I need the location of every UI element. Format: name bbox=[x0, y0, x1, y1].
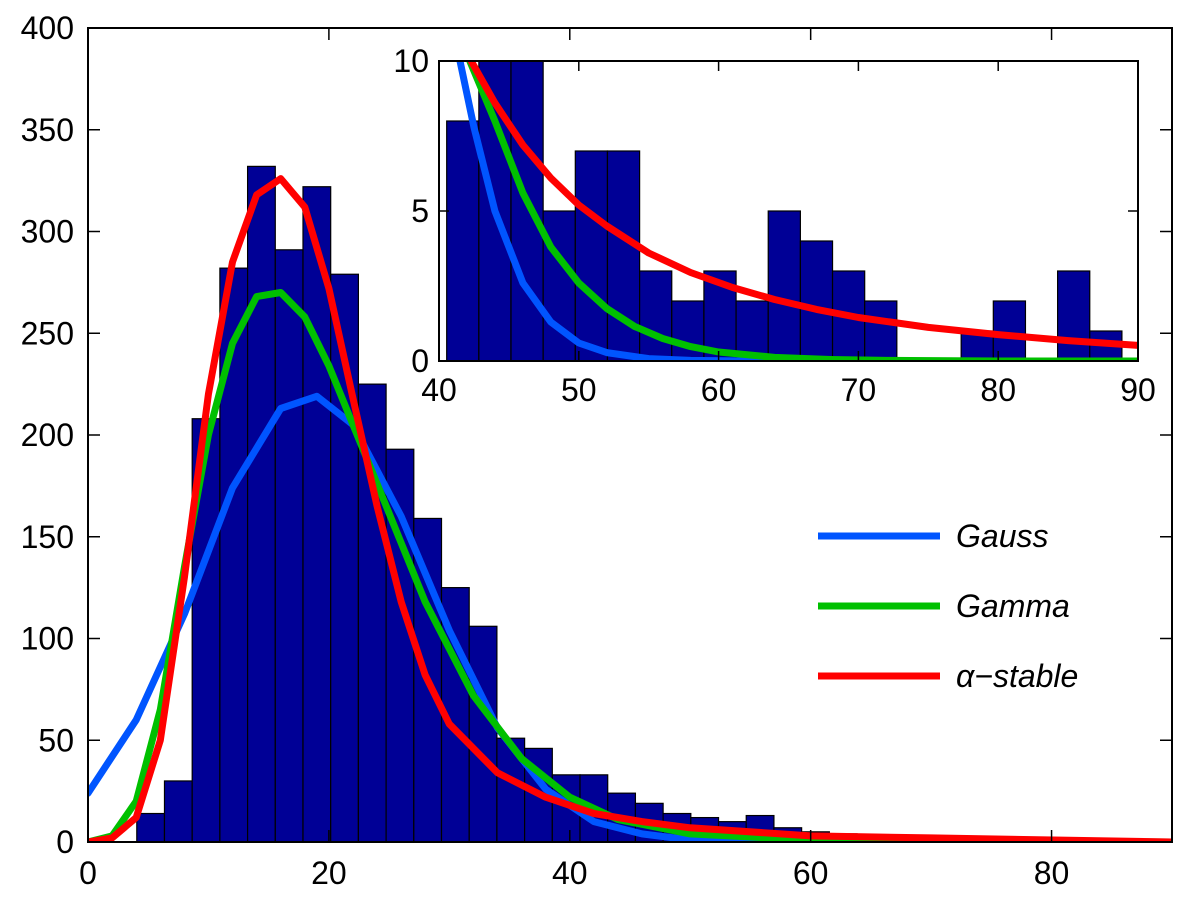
main-x-tick-label: 60 bbox=[793, 855, 829, 891]
inset-axes-frame bbox=[438, 60, 1139, 362]
inset-plot: 40 50 60 70 80 90 0 5 10 bbox=[393, 43, 1155, 408]
inset-x-tick-label: 70 bbox=[841, 372, 877, 408]
inset-histogram-bar bbox=[767, 210, 801, 361]
main-histogram-bar bbox=[274, 249, 304, 842]
inset-histogram-bar bbox=[510, 61, 544, 361]
inset-histogram-bar bbox=[799, 240, 834, 361]
main-curve-alpha-stable bbox=[88, 175, 1172, 842]
inset-x-tick-label: 80 bbox=[980, 372, 1016, 408]
legend-label-gamma: Gamma bbox=[956, 588, 1070, 624]
main-fit-curves bbox=[88, 175, 1172, 842]
main-y-tick-label: 300 bbox=[21, 214, 74, 250]
legend-label-alpha-stable: α−stable bbox=[956, 658, 1078, 694]
main-x-tick-label: 80 bbox=[1034, 855, 1070, 891]
inset-curve-alpha-stable bbox=[467, 61, 1138, 349]
inset-x-tick-label: 90 bbox=[1120, 372, 1156, 408]
main-histogram-bar bbox=[136, 812, 166, 842]
inset-x-tick-label: 40 bbox=[421, 372, 457, 408]
inset-histogram-bar bbox=[639, 270, 673, 361]
main-x-tick-label: 20 bbox=[311, 855, 347, 891]
inset-y-tick-label: 5 bbox=[411, 193, 429, 229]
main-histogram-bar bbox=[468, 625, 498, 842]
inset-axis-ticks: 40 50 60 70 80 90 0 5 10 bbox=[393, 43, 1155, 408]
inset-x-tick-label: 50 bbox=[561, 372, 597, 408]
inset-histogram-bar bbox=[1057, 270, 1091, 361]
main-y-tick-label: 0 bbox=[56, 824, 74, 860]
main-y-tick-label: 100 bbox=[21, 621, 74, 657]
main-x-tick-label: 0 bbox=[79, 855, 97, 891]
main-axes-frame bbox=[87, 27, 1173, 843]
main-y-tick-label: 150 bbox=[21, 519, 74, 555]
inset-curve-gauss bbox=[456, 61, 1138, 361]
main-histogram-bar bbox=[219, 267, 249, 842]
main-y-tick-label: 350 bbox=[21, 112, 74, 148]
main-y-tick-label: 250 bbox=[21, 315, 74, 351]
main-histogram-bar bbox=[246, 165, 276, 842]
inset-histogram-bar bbox=[606, 150, 641, 361]
legend-label-gauss: Gauss bbox=[956, 518, 1048, 554]
inset-y-tick-label: 10 bbox=[393, 43, 429, 79]
inset-histogram-bar bbox=[671, 300, 705, 361]
inset-histogram-bar bbox=[574, 150, 609, 361]
main-y-tick-label: 50 bbox=[38, 722, 74, 758]
main-x-tick-label: 40 bbox=[552, 855, 588, 891]
main-curve-gauss bbox=[88, 392, 1172, 842]
main-histogram-bar bbox=[163, 780, 193, 842]
inset-histogram-bar bbox=[446, 120, 480, 361]
inset-x-tick-label: 60 bbox=[701, 372, 737, 408]
inset-y-tick-label: 0 bbox=[411, 343, 429, 379]
inset-histogram-bar bbox=[864, 300, 898, 361]
legend: Gauss Gamma α−stable bbox=[818, 518, 1078, 694]
main-y-tick-label: 200 bbox=[21, 417, 74, 453]
main-y-tick-label: 400 bbox=[21, 10, 74, 46]
